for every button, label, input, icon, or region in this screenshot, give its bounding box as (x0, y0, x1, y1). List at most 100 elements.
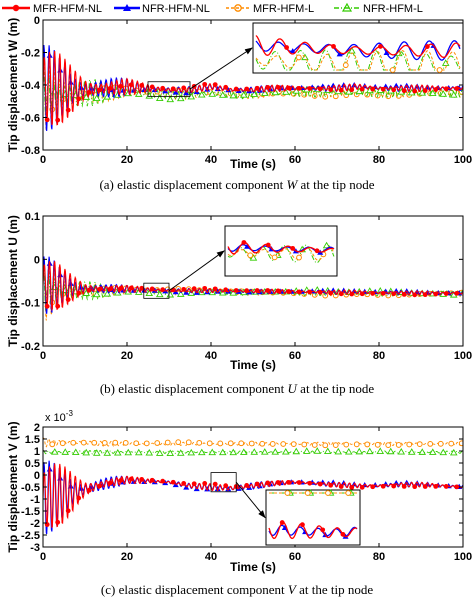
data-point (391, 291, 397, 297)
data-point (154, 440, 161, 446)
caption-suffix: at the tip node (299, 582, 373, 597)
data-point (254, 481, 260, 487)
y-axis-label: Tip displacement U (m) (6, 215, 20, 347)
legend-entry: MFR-HFM-NL (2, 3, 102, 15)
x-tick-label: 80 (373, 551, 385, 563)
data-point (208, 90, 217, 97)
legend-entry: NFR-HFM-L (334, 2, 423, 15)
data-point (376, 447, 385, 454)
caption: (a) elastic displacement component W at … (99, 177, 374, 192)
data-point (380, 483, 386, 489)
zoom-arrow (235, 481, 266, 519)
data-point (101, 439, 108, 446)
data-point (254, 85, 260, 91)
data-point (225, 87, 232, 93)
data-point (166, 290, 175, 298)
data-point (107, 85, 113, 91)
data-point (295, 54, 302, 61)
data-point (449, 448, 458, 456)
data-point (265, 288, 271, 293)
data-point (286, 479, 292, 485)
data-point (166, 95, 175, 103)
panel-v: 0 20 40 60 80 10021.510.50-0.5-1-1.5-2-2.5-3 … (6, 409, 472, 597)
y-axis-label: Tip displacement V (m) (6, 421, 20, 552)
data-point (204, 289, 211, 295)
y-tick-label: -0.2 (21, 48, 40, 60)
data-point (118, 83, 124, 89)
data-point (422, 484, 428, 489)
data-point (317, 86, 323, 92)
data-point (332, 93, 339, 100)
caption-symbol: U (288, 381, 299, 396)
exponent-base: x 10 (45, 412, 66, 424)
data-point (239, 91, 248, 98)
data-point (149, 286, 155, 292)
data-point (331, 44, 336, 49)
data-point (86, 287, 92, 293)
data-point (202, 81, 208, 87)
y-tick-label: -0.8 (21, 145, 40, 157)
data-point (143, 440, 150, 447)
data-point (238, 440, 245, 447)
axes-box (42, 215, 464, 347)
legend: MFR-HFM-NL NFR-HFM-NL MFR-HFM-L NFR-HFM-… (2, 2, 423, 15)
data-point (418, 448, 427, 455)
data-point (328, 482, 334, 488)
data-point (275, 84, 281, 90)
series-layer (43, 437, 463, 535)
y-tick-label: 0 (34, 15, 40, 27)
data-point (82, 448, 91, 456)
data-point (416, 441, 423, 447)
data-point (128, 476, 134, 482)
data-point (204, 86, 211, 92)
y-tick-label: 0.1 (25, 211, 40, 223)
y-tick-label: -0.1 (21, 298, 40, 310)
data-point (322, 442, 329, 449)
caption-suffix: at the tip node (301, 177, 375, 192)
x-tick-label: 0 (40, 350, 46, 362)
data-point (229, 91, 238, 99)
y-tick-label: 2 (34, 422, 40, 434)
data-point (260, 448, 269, 455)
data-point (393, 82, 400, 88)
data-point (359, 484, 365, 490)
y-tick-label: -1.5 (21, 506, 40, 518)
data-point (349, 87, 355, 93)
data-point (107, 480, 113, 486)
data-point (300, 522, 305, 528)
data-point (155, 449, 164, 456)
data-point (212, 286, 218, 292)
data-point (55, 519, 61, 525)
data-point (92, 449, 101, 456)
data-point (424, 44, 430, 49)
data-point (225, 486, 232, 492)
data-point (103, 449, 112, 456)
data-point (244, 483, 250, 488)
data-point (239, 448, 248, 455)
data-point (378, 44, 383, 49)
data-point (65, 508, 71, 514)
data-point (307, 480, 313, 486)
ticks: 0 20 40 60 80 100 0 -0.2 -0.4 -0.6 -0.8 (21, 15, 472, 166)
data-point (155, 94, 164, 101)
data-point (91, 439, 98, 446)
data-point (133, 440, 140, 447)
data-point (164, 439, 171, 446)
data-point (107, 286, 113, 292)
data-point (439, 448, 448, 456)
ticks: 0 20 40 60 80 100 0.1 0 -0.1 -0.2 (21, 211, 472, 362)
data-point (271, 254, 278, 261)
data-point (149, 477, 155, 483)
data-point (50, 448, 59, 455)
data-point (314, 248, 320, 254)
data-point (145, 289, 154, 297)
data-point (428, 448, 437, 455)
data-point (97, 286, 103, 292)
legend-entry: MFR-HFM-L (226, 3, 314, 15)
data-point (208, 448, 217, 456)
data-point (407, 448, 416, 455)
data-point (197, 448, 206, 456)
x-tick-label: 60 (289, 154, 301, 166)
data-point (241, 240, 247, 245)
data-point (86, 487, 92, 493)
